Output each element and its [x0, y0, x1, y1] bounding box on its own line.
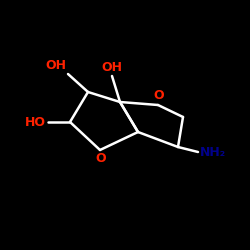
Text: HO: HO: [25, 116, 46, 128]
Text: O: O: [96, 152, 106, 165]
Text: NH₂: NH₂: [200, 146, 226, 158]
Text: OH: OH: [102, 61, 122, 74]
Text: OH: OH: [45, 59, 66, 72]
Text: O: O: [154, 89, 164, 102]
